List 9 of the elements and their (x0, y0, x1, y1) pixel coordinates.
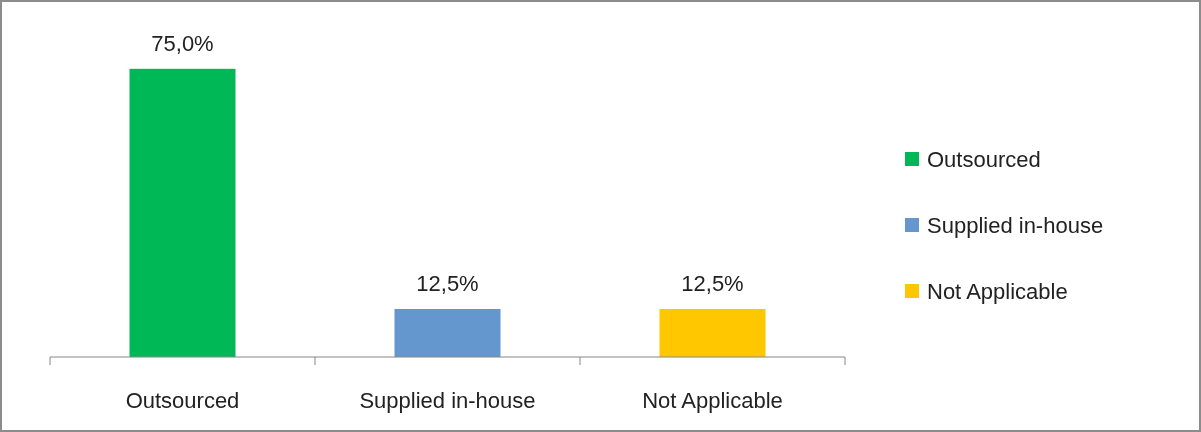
legend-label: Outsourced (927, 147, 1041, 172)
x-tick-label: Outsourced (125, 388, 240, 413)
x-tick-label: Supplied in-house (359, 388, 536, 413)
data-label: 12,5% (681, 270, 744, 296)
legend-label: Not Applicable (927, 279, 1068, 304)
data-label: 12,5% (416, 270, 479, 296)
legend-label: Supplied in-house (927, 213, 1104, 238)
data-label: 75,0% (151, 30, 214, 56)
x-tick-label: Not Applicable (642, 388, 783, 413)
